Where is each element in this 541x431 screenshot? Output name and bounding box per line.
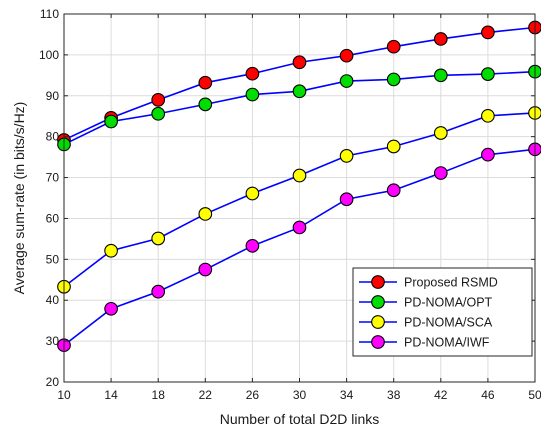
series-1 xyxy=(57,20,541,147)
data-point xyxy=(104,243,118,258)
x-tick-label: 10 xyxy=(57,388,71,402)
data-point xyxy=(198,97,213,112)
data-point xyxy=(433,166,448,180)
y-tick-label: 40 xyxy=(46,293,60,307)
legend-item: Proposed RSMD xyxy=(359,275,498,290)
y-tick-label: 60 xyxy=(46,211,60,225)
data-point xyxy=(339,192,354,207)
legend: Proposed RSMD PD-NOMA/OPT PD-NOMA/SCA PD-NO… xyxy=(352,267,533,357)
data-point xyxy=(386,139,401,154)
legend-item: PD-NOMA/SCA xyxy=(359,315,493,330)
legend-item: PD-NOMA/IWF xyxy=(359,335,490,350)
data-point xyxy=(386,72,401,87)
y-tick-label: 50 xyxy=(46,252,60,266)
data-point xyxy=(198,262,213,277)
data-point xyxy=(151,106,166,121)
legend-marker xyxy=(371,315,385,329)
data-point xyxy=(151,231,166,246)
data-point xyxy=(245,87,260,102)
data-point xyxy=(292,55,307,70)
series-4 xyxy=(57,142,541,353)
x-tick-label: 34 xyxy=(340,388,354,402)
data-point xyxy=(104,301,118,316)
x-tick-label: 14 xyxy=(104,388,118,402)
data-point xyxy=(292,168,307,183)
x-tick-label: 30 xyxy=(293,388,307,402)
data-point xyxy=(151,93,166,107)
x-tick-label: 46 xyxy=(481,388,495,402)
y-tick-label: 30 xyxy=(46,334,60,348)
legend-item: PD-NOMA/OPT xyxy=(359,295,493,310)
data-point xyxy=(245,238,260,253)
data-point xyxy=(292,220,307,235)
legend-marker xyxy=(371,295,385,309)
data-point xyxy=(198,207,213,221)
data-point xyxy=(104,114,118,129)
legend-label: PD-NOMA/SCA xyxy=(404,316,493,330)
legend-label: Proposed RSMD xyxy=(404,276,498,290)
x-tick-label: 38 xyxy=(387,388,401,402)
x-tick-label: 42 xyxy=(434,388,448,402)
data-point xyxy=(433,126,448,140)
data-point xyxy=(151,284,166,299)
x-axis-label: Number of total D2D links xyxy=(220,411,380,427)
axis-ticks: 10 14 18 22 26 30 34 38 42 46 50 20 30 40 50 60 70 80 90 10… xyxy=(39,7,541,402)
x-tick-label: 18 xyxy=(152,388,166,402)
data-point xyxy=(339,48,354,63)
y-tick-label: 70 xyxy=(46,171,60,185)
legend-label: PD-NOMA/IWF xyxy=(404,336,490,350)
data-point xyxy=(481,108,495,123)
x-tick-label: 22 xyxy=(199,388,213,402)
y-tick-label: 80 xyxy=(46,130,60,144)
legend-label: PD-NOMA/OPT xyxy=(404,296,493,310)
legend-marker xyxy=(371,275,385,289)
series-layer xyxy=(57,20,541,353)
data-point xyxy=(386,39,401,54)
data-point xyxy=(198,75,213,90)
y-axis-label: Average sum-rate (in bits/s/Hz) xyxy=(11,102,27,295)
data-point xyxy=(481,67,495,81)
data-point xyxy=(245,186,260,201)
data-point xyxy=(245,66,260,81)
series-2 xyxy=(57,64,541,152)
x-tick-label: 26 xyxy=(246,388,260,402)
data-point xyxy=(481,147,495,162)
data-point xyxy=(433,68,448,83)
data-point xyxy=(481,25,495,40)
data-point xyxy=(292,84,307,99)
data-point xyxy=(386,183,401,198)
y-tick-label: 90 xyxy=(46,89,60,103)
y-tick-label: 110 xyxy=(40,7,59,21)
y-tick-label: 20 xyxy=(46,375,60,389)
y-tick-label: 100 xyxy=(39,48,59,62)
x-tick-label: 50 xyxy=(528,388,541,402)
data-point xyxy=(339,74,354,88)
data-point xyxy=(433,32,448,46)
legend-marker xyxy=(371,335,385,349)
data-point xyxy=(339,149,354,163)
